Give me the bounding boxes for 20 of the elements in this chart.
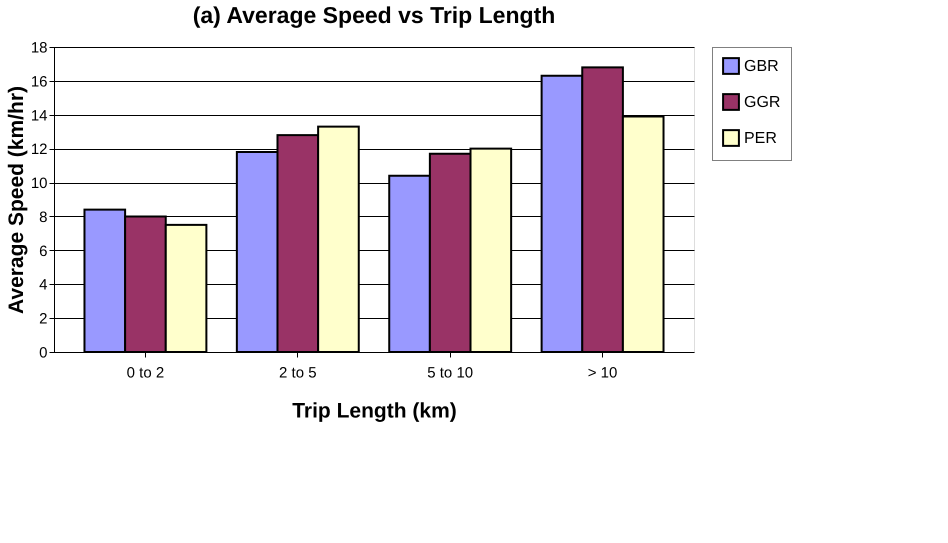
y-tick-label: 12	[30, 141, 48, 158]
x-tick-label: 2 to 5	[279, 364, 317, 382]
legend-label: PER	[744, 130, 777, 147]
legend-label: GGR	[744, 94, 780, 111]
x-tick-label: 0 to 2	[126, 364, 164, 382]
x-tick-label: > 10	[588, 364, 618, 382]
y-tick-label: 10	[30, 175, 48, 192]
y-tick-label: 18	[30, 40, 48, 56]
legend-label: GBR	[744, 58, 779, 75]
chart-title: (a) Average Speed vs Trip Length	[192, 2, 556, 28]
y-tick-label: 8	[39, 208, 48, 226]
y-axis-title: Average Speed (km/hr)	[4, 86, 28, 314]
y-tick-label: 6	[39, 242, 48, 260]
x-axis-title: Trip Length (km)	[292, 400, 457, 422]
x-tick-label: 5 to 10	[427, 364, 474, 382]
y-tick-label: 2	[39, 310, 48, 328]
y-tick-label: 0	[39, 344, 48, 362]
y-tick-label: 4	[39, 276, 48, 294]
y-tick-label: 16	[30, 73, 48, 90]
y-tick-label: 14	[30, 107, 48, 124]
